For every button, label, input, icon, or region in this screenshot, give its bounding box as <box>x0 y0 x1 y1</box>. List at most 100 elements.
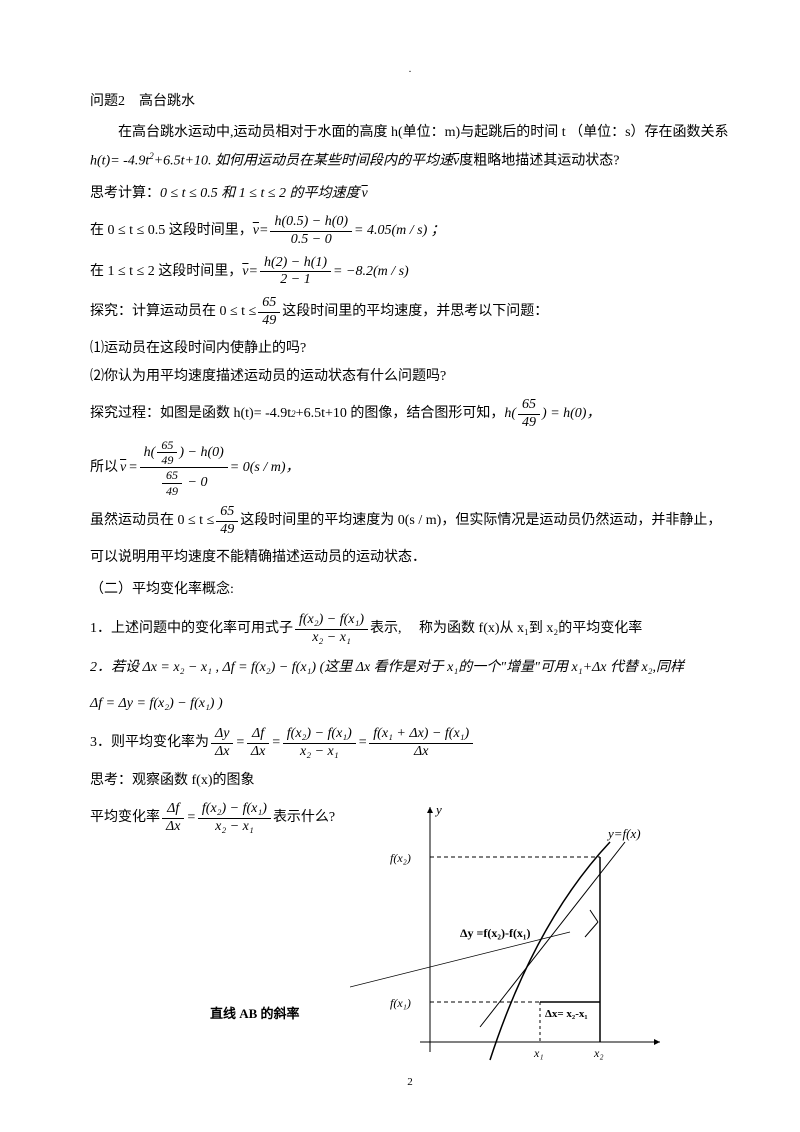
numerator: h(2) − h(1) <box>260 255 331 273</box>
d: Δx <box>369 744 473 761</box>
result: = 4.05(m / s) ； <box>354 218 445 245</box>
paragraph-1: 在高台跳水运动中,运动员相对于水面的高度 h(单位：m)与起跳后的时间 t （单… <box>90 120 730 147</box>
paragraph-2: h(t)= -4.9t2+6.5t+10. 如何用运动员在某些时间段内的平均速v… <box>90 148 730 175</box>
text: +6.5t+10 的图像，结合图形可知， <box>296 401 505 428</box>
calc-line-2: 在 1 ≤ t ≤ 2 这段时间里， v = h(2) − h(1) 2 − 1… <box>90 255 730 290</box>
denominator: 49 <box>518 415 540 432</box>
text: 所以 <box>90 455 118 482</box>
numerator: f(x₂) − f(x₁) <box>295 612 368 630</box>
text: 这段时间里的平均速度为 0(s / m)，但实际情况是运动员仍然运动，并非静止， <box>240 508 721 535</box>
numerator: 65 <box>518 397 540 415</box>
item-2: 2．若设 Δx = x₂ − x₁ , Δf = f(x₂) − f(x₁) (… <box>90 655 730 682</box>
although-line: 虽然运动员在 0 ≤ t ≤ 65 49 这段时间里的平均速度为 0(s / m… <box>90 504 730 539</box>
n: Δy <box>211 726 233 744</box>
item-2b: Δf = Δy = f(x₂) − f(x₁) ) <box>90 691 730 718</box>
item-3: 3．则平均变化率为 ΔyΔx = ΔfΔx = f(x₂) − f(x₁)x₂ … <box>90 726 730 761</box>
n: Δf <box>247 726 269 744</box>
x1-label: x₁ <box>533 1046 544 1060</box>
dy-label: Δy =f(x₂)-f(x₁) <box>460 926 531 940</box>
question-1: ⑴运动员在这段时间内使静止的吗? <box>90 336 730 363</box>
fraction: f(x₂) − f(x₁) x₂ − x₁ <box>295 612 368 647</box>
eq: = <box>248 259 257 286</box>
fraction: f(x₁ + Δx) − f(x₁)Δx <box>369 726 473 761</box>
result: = 0(s / m)， <box>230 455 300 482</box>
fraction: h(2) − h(1) 2 − 1 <box>260 255 331 290</box>
header-dot: . <box>90 60 730 79</box>
denominator: 0.5 − 0 <box>270 232 352 249</box>
explore-line: 探究：计算运动员在 0 ≤ t ≤ 65 49 这段时间里的平均速度，并思考以下… <box>90 295 730 330</box>
fraction: ΔfΔx <box>247 726 269 761</box>
text: h( <box>144 445 156 460</box>
denominator: 49 <box>258 313 280 330</box>
text: 这段时间里的平均速度，并思考以下问题： <box>282 299 548 326</box>
text: 1．上述问题中的变化率可用式子 <box>90 616 293 643</box>
n: 65 <box>162 468 182 483</box>
text: 探究过程：如图是函数 h(t)= -4.9t <box>90 401 291 428</box>
diagram-container: 直线 AB 的斜率 y y=f(x) f(x₂) f(x₁) Δy =f(x₂)… <box>90 802 730 1062</box>
numerator: 65 <box>216 504 238 522</box>
fraction: ΔyΔx <box>211 726 233 761</box>
process-line: 探究过程：如图是函数 h(t)= -4.9t2+6.5t+10 的图像，结合图形… <box>90 397 730 432</box>
text: 虽然运动员在 0 ≤ t ≤ <box>90 508 214 535</box>
question-2: ⑵你认为用平均速度描述运动员的运动状态有什么问题吗? <box>90 364 730 391</box>
eq: = <box>128 455 137 482</box>
d: x₂ − x₁ <box>283 744 356 761</box>
text: 思考计算： <box>90 181 160 208</box>
eq: = <box>358 730 367 757</box>
fx1-label: f(x₁) <box>390 996 411 1010</box>
problem-title: 问题2 高台跳水 <box>90 89 730 116</box>
text: +6.5t+10. 如何用运动员在某些时间段内的平均速 <box>154 154 453 169</box>
y-axis-label: y <box>434 802 442 817</box>
slope-callout: 直线 AB 的斜率 <box>210 1002 300 1027</box>
d: Δx <box>211 744 233 761</box>
d: Δx <box>247 744 269 761</box>
n: 65 <box>157 438 177 453</box>
although-post: 可以说明用平均速度不能精确描述运动员的运动状态． <box>90 545 730 572</box>
fraction: f(x₂) − f(x₁)x₂ − x₁ <box>283 726 356 761</box>
fraction-6549: 65 49 <box>518 397 540 432</box>
so-line: 所以 v = h(6549) − h(0) 6549 − 0 = 0(s / m… <box>90 438 730 499</box>
text: 在 1 ≤ t ≤ 2 这段时间里， <box>90 259 242 286</box>
n: f(x₂) − f(x₁) <box>283 726 356 744</box>
denominator: 49 <box>216 522 238 539</box>
fraction-big: h(6549) − h(0) 6549 − 0 <box>140 438 228 499</box>
text: 度粗略地描述其运动状态? <box>459 154 619 169</box>
text: 0 ≤ t ≤ 0.5 和 1 ≤ t ≤ 2 的平均速度 <box>160 181 360 208</box>
fraction-6549: 65 49 <box>216 504 238 539</box>
n: f(x₁ + Δx) − f(x₁) <box>369 726 473 744</box>
denominator: x₂ − x₁ <box>295 630 368 647</box>
curve-label: y=f(x) <box>606 826 641 841</box>
d: 49 <box>162 484 182 498</box>
text: h(t)= -4.9t <box>90 154 149 169</box>
function-graph: y y=f(x) f(x₂) f(x₁) Δy =f(x₂)-f(x₁) Δx=… <box>350 802 670 1062</box>
text: ) = h(0)， <box>542 401 600 428</box>
fx2-label: f(x₂) <box>390 851 411 865</box>
text: ) − h(0) <box>179 445 223 460</box>
v-bar: v <box>362 181 368 208</box>
d: 49 <box>157 453 177 467</box>
numerator: h(6549) − h(0) <box>140 438 228 469</box>
fraction-6549: 65 49 <box>258 295 280 330</box>
page-number: 2 <box>90 1072 730 1093</box>
dx-label: Δx= x₂-x₁ <box>545 1008 588 1020</box>
result: = −8.2(m / s) <box>333 259 409 286</box>
section-2: （二）平均变化率概念: <box>90 577 730 604</box>
denominator: 2 − 1 <box>260 272 331 289</box>
eq: = <box>271 730 280 757</box>
text: h( <box>504 401 516 428</box>
think-line: 思考计算： 0 ≤ t ≤ 0.5 和 1 ≤ t ≤ 2 的平均速度 v <box>90 181 730 208</box>
text: 在 0 ≤ t ≤ 0.5 这段时间里， <box>90 218 253 245</box>
think-2: 思考：观察函数 f(x)的图象 <box>90 768 730 795</box>
denominator: 6549 − 0 <box>140 468 228 498</box>
numerator: h(0.5) − h(0) <box>270 214 352 232</box>
text: − 0 <box>184 475 207 490</box>
item-1: 1．上述问题中的变化率可用式子 f(x₂) − f(x₁) x₂ − x₁ 表示… <box>90 612 730 647</box>
eq: = <box>235 730 244 757</box>
text: 3．则平均变化率为 <box>90 730 209 757</box>
text: 表示, 称为函数 f(x)从 x₁到 x₂的平均变化率 <box>370 616 642 643</box>
x2-label: x₂ <box>593 1046 604 1060</box>
numerator: 65 <box>258 295 280 313</box>
fraction: h(0.5) − h(0) 0.5 − 0 <box>270 214 352 249</box>
v-bar: v <box>120 455 126 482</box>
eq: = <box>259 218 268 245</box>
